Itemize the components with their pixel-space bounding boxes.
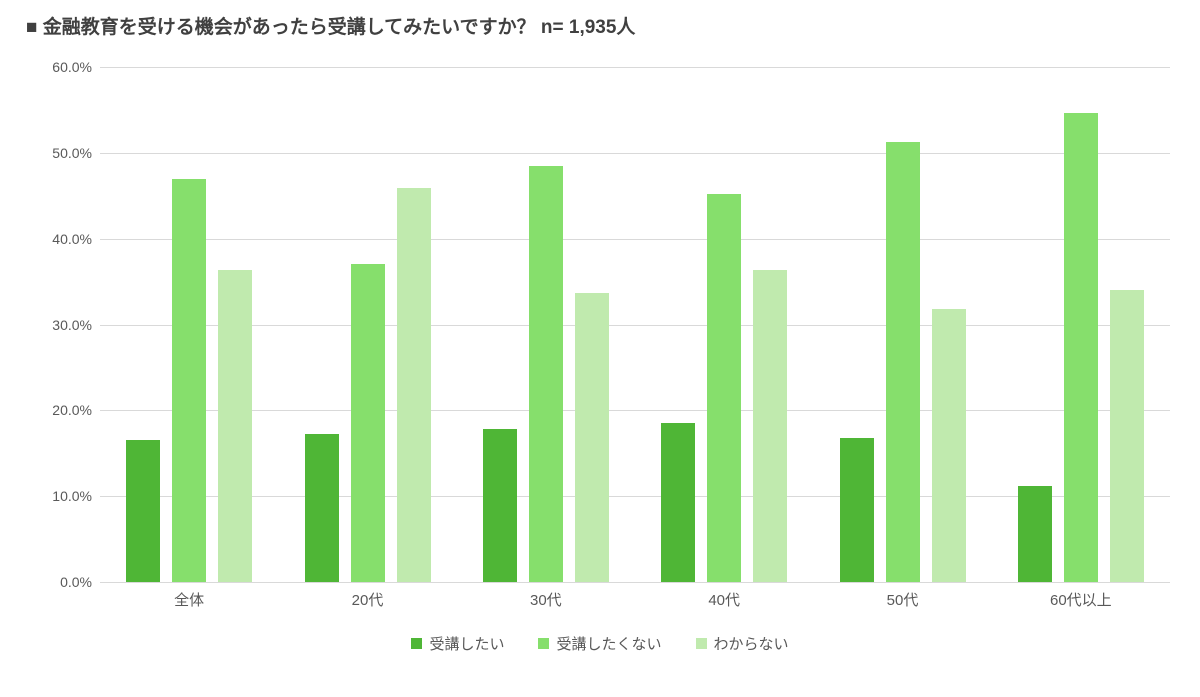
grid-line [100, 67, 1170, 68]
bar [661, 423, 695, 582]
bar [529, 166, 563, 582]
x-axis-label: 20代 [352, 589, 384, 610]
grid-line [100, 239, 1170, 240]
legend-swatch [411, 638, 422, 649]
legend: 受講したい 受講したくない わからない [20, 633, 1180, 654]
x-axis-label: 50代 [887, 589, 919, 610]
legend-label: 受講したくない [556, 633, 661, 654]
y-axis-label: 10.0% [30, 488, 92, 504]
bar [1110, 290, 1144, 582]
bar [1064, 113, 1098, 583]
legend-item: 受講したくない [538, 633, 661, 654]
y-axis-label: 0.0% [30, 574, 92, 590]
grid-line [100, 582, 1170, 583]
bar [172, 179, 206, 582]
grid-line [100, 496, 1170, 497]
bar [126, 440, 160, 582]
bar [886, 142, 920, 582]
grid-line [100, 325, 1170, 326]
chart-title: ■ 金融教育を受ける機会があったら受講してみたいですか？ n= 1,935人 [26, 12, 1180, 39]
y-axis-label: 20.0% [30, 402, 92, 418]
bar [305, 434, 339, 582]
legend-label: 受講したい [429, 633, 504, 654]
legend-item: わからない [696, 633, 789, 654]
bar [840, 438, 874, 582]
legend-item: 受講したい [411, 633, 504, 654]
bar [707, 194, 741, 582]
x-axis-label: 40代 [708, 589, 740, 610]
bar [483, 429, 517, 582]
bar [575, 293, 609, 582]
plot-area [100, 67, 1170, 582]
grid-line [100, 153, 1170, 154]
grid-line [100, 410, 1170, 411]
x-axis-label: 全体 [174, 589, 204, 610]
legend-swatch [538, 638, 549, 649]
bar [397, 188, 431, 582]
legend-swatch [696, 638, 707, 649]
x-axis-label: 60代以上 [1050, 589, 1112, 610]
bar [753, 270, 787, 582]
bar [351, 264, 385, 582]
bar [218, 270, 252, 582]
bar [1018, 486, 1052, 582]
y-axis-label: 40.0% [30, 231, 92, 247]
y-axis-label: 60.0% [30, 59, 92, 75]
y-axis-label: 30.0% [30, 317, 92, 333]
x-axis-label: 30代 [530, 589, 562, 610]
legend-label: わからない [714, 633, 789, 654]
chart-container: 全体 20代 30代 40代 50代 60代以上 0.0% 10.0% 20.0% 30.0% 4… [30, 57, 1180, 612]
bar [932, 309, 966, 582]
y-axis-label: 50.0% [30, 145, 92, 161]
